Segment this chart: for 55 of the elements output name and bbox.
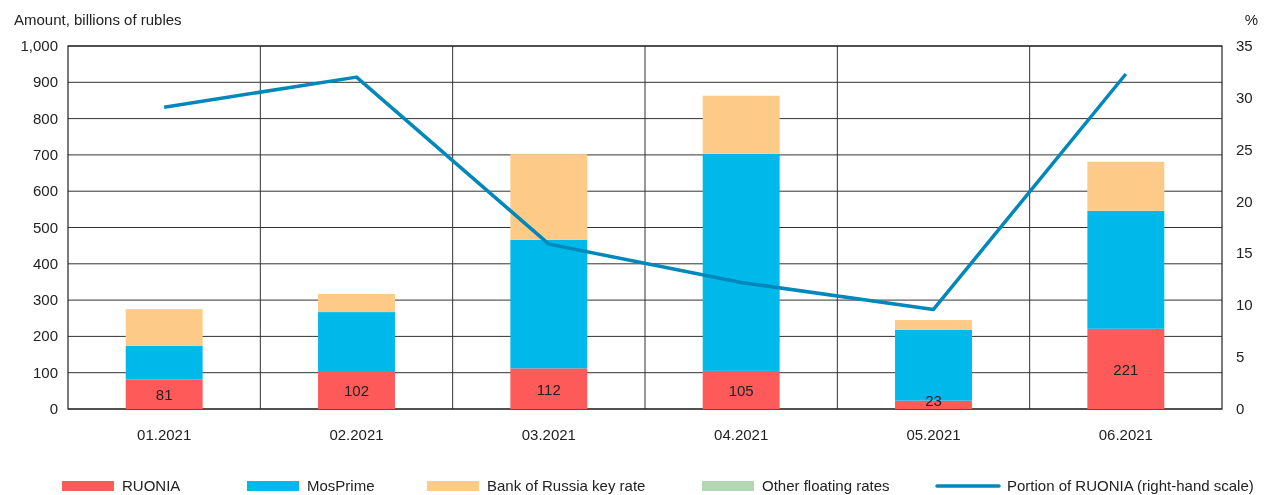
data-label: 102 (343, 382, 370, 400)
y2-tick-label: 5 (1236, 348, 1245, 366)
data-label: 105 (728, 381, 754, 399)
x-tick-label: 06.2021 (1098, 426, 1153, 443)
bar (702, 95, 780, 154)
y-tick-label: 1,000 (20, 37, 58, 54)
y-axis-title: Amount, billions of rubles (14, 11, 182, 28)
x-tick-label: 05.2021 (906, 426, 961, 443)
y2-tick-label: 0 (1236, 400, 1245, 417)
legend-label: Bank of Russia key rate (487, 477, 646, 494)
legend-label: Portion of RUONIA (right-hand scale) (1007, 477, 1254, 494)
data-label: 81 (155, 386, 173, 404)
bar (702, 370, 780, 409)
x-tick-label: 02.2021 (329, 426, 384, 443)
bar (1087, 328, 1165, 409)
y-tick-label: 0 (49, 400, 58, 417)
data-label: 23 (925, 392, 942, 409)
bar (1087, 161, 1165, 211)
bar (510, 239, 588, 369)
x-tick-label: 04.2021 (714, 426, 769, 443)
bar (125, 345, 203, 380)
y2-tick-label: 20 (1236, 192, 1253, 210)
y2-axis-title: % (1244, 11, 1258, 28)
y-tick-label: 100 (32, 363, 58, 381)
legend-label: RUONIA (122, 477, 181, 494)
line-series (162, 72, 1128, 312)
bar (510, 154, 588, 240)
bar (125, 309, 203, 346)
y2-tick-label: 10 (1236, 296, 1253, 314)
y-tick-label: 700 (32, 145, 58, 163)
bar (125, 379, 203, 409)
y2-tick-label: 30 (1236, 88, 1253, 106)
bar (318, 293, 395, 313)
legend-label: MosPrime (307, 477, 375, 494)
data-label: 221 (1113, 360, 1139, 378)
bar (510, 368, 588, 409)
y-tick-label: 800 (32, 109, 58, 127)
data-label: 112 (536, 380, 561, 398)
y-tick-label: 900 (32, 73, 58, 91)
bar (318, 312, 395, 372)
x-tick-label: 03.2021 (521, 426, 576, 443)
y2-tick-label: 15 (1236, 244, 1253, 262)
y-tick-label: 500 (32, 218, 58, 236)
y-tick-label: 400 (32, 254, 58, 272)
y-tick-label: 600 (32, 182, 58, 200)
y-tick-label: 300 (32, 291, 58, 309)
bar (1087, 210, 1165, 329)
bar (702, 153, 780, 371)
x-tick-label: 01.2021 (137, 426, 192, 443)
bar (895, 320, 972, 330)
legend-label: Other floating rates (762, 477, 890, 494)
y2-tick-label: 35 (1236, 37, 1253, 54)
bar (318, 371, 395, 409)
y2-tick-label: 25 (1236, 140, 1253, 158)
y-tick-label: 200 (32, 327, 58, 345)
